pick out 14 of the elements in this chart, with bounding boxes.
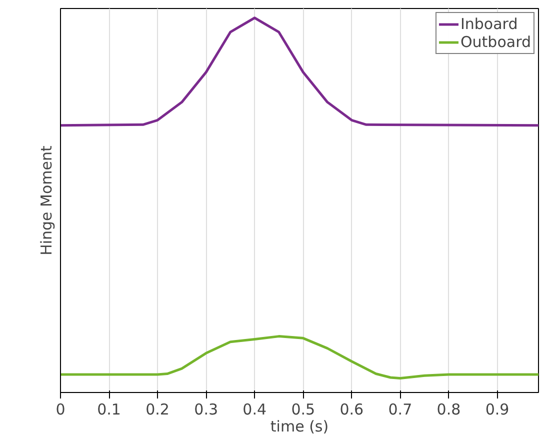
y-axis-title: Hinge Moment <box>38 145 56 256</box>
x-axis-title: time (s) <box>270 418 329 436</box>
x-tick-label: 0.4 <box>242 400 267 418</box>
x-tick-label: 0.7 <box>388 400 412 418</box>
x-tick-label: 0.8 <box>436 400 461 418</box>
x-tick-label: 0.6 <box>340 400 364 418</box>
x-tick-label: 0.3 <box>194 400 218 418</box>
legend-label: Inboard <box>460 15 518 33</box>
x-tick-label: 0 <box>56 400 66 418</box>
x-tick-label: 0.5 <box>291 400 316 418</box>
x-tick-label: 0.9 <box>485 400 510 418</box>
x-tick-label: 0.2 <box>146 400 170 418</box>
legend-label: Outboard <box>460 33 531 51</box>
x-tick-label: 0.1 <box>97 400 121 418</box>
